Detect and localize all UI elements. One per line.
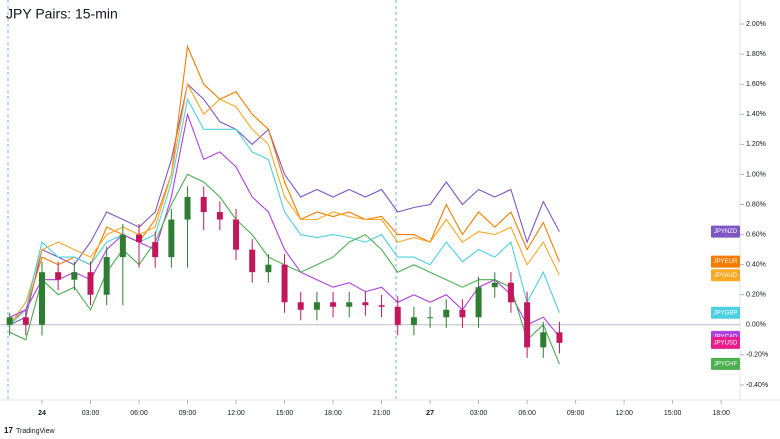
candle-body — [410, 317, 417, 325]
x-tick-label: 12:00 — [615, 410, 633, 417]
series-badge — [711, 225, 740, 238]
candle-body — [22, 317, 29, 325]
x-tick-label: 06:00 — [130, 410, 148, 417]
candle-body — [297, 302, 304, 310]
y-tick-label: 1.20% — [746, 141, 766, 148]
y-tick-label: 0.20% — [746, 292, 766, 299]
candle-body — [71, 272, 78, 280]
x-tick-label: 09:00 — [179, 410, 197, 417]
x-tick-label: 09:00 — [567, 410, 585, 417]
candle-body — [136, 234, 143, 243]
candle-body — [459, 309, 466, 318]
series-line — [9, 83, 560, 326]
y-tick-label: 0.40% — [746, 262, 766, 269]
candle-body — [427, 317, 434, 319]
y-tick-label: 2.00% — [746, 21, 766, 28]
candle-body — [87, 272, 94, 295]
x-tick-label: 03:00 — [470, 410, 488, 417]
candle-body — [443, 309, 450, 318]
candle-body — [346, 302, 353, 307]
series-badge — [711, 306, 740, 319]
x-tick-label: 03:00 — [82, 410, 100, 417]
candle-body — [540, 332, 547, 348]
x-tick-label: 21:00 — [373, 410, 391, 417]
x-tick-label: 06:00 — [518, 410, 536, 417]
series-badge — [711, 255, 740, 268]
y-tick-label: 1.80% — [746, 51, 766, 58]
candle-body — [233, 219, 240, 250]
candle-body — [394, 306, 401, 325]
candle-body — [524, 302, 531, 348]
chart-title: JPY Pairs: 15-min — [6, 6, 118, 22]
candle-body — [168, 219, 175, 258]
series-badge-label: JPYAUD — [714, 273, 738, 279]
series-line — [9, 82, 560, 326]
y-tick-label: 0.00% — [746, 322, 766, 329]
y-tick-label: 0.80% — [746, 201, 766, 208]
x-tick-label: 15:00 — [276, 410, 294, 417]
candle-body — [6, 317, 13, 325]
candle-body — [362, 302, 369, 306]
series-badge — [711, 269, 740, 282]
candle-body — [103, 257, 110, 295]
y-tick-label: 1.60% — [746, 81, 766, 88]
candle-body — [556, 332, 563, 343]
y-tick-label: 1.00% — [746, 171, 766, 178]
candle-body — [119, 234, 126, 258]
x-tick-label: 24 — [38, 410, 46, 417]
candle-body — [281, 264, 288, 303]
candle-body — [184, 196, 191, 220]
series-badge-label: JPYEUR — [714, 259, 738, 265]
series-line — [9, 112, 560, 338]
y-tick-label: -0.40% — [746, 382, 768, 389]
series-badge-label: JPYUSD — [714, 340, 738, 346]
candle-body — [330, 302, 337, 307]
series-line — [9, 44, 560, 323]
x-tick-label: 12:00 — [227, 410, 245, 417]
candle-body — [249, 249, 256, 273]
y-tick-label: -0.20% — [746, 352, 768, 359]
candle-body — [55, 272, 62, 280]
x-tick-label: 15:00 — [664, 410, 682, 417]
candle-body — [152, 242, 159, 258]
footer: TradingView — [16, 428, 55, 435]
candle-body — [216, 212, 223, 220]
x-tick-label: 18:00 — [324, 410, 342, 417]
candle-body — [378, 305, 385, 307]
series-badge-label: JPYNZD — [714, 229, 738, 235]
candle-body — [200, 196, 207, 213]
x-tick-label: 27 — [426, 410, 434, 417]
candle-body — [39, 272, 45, 325]
x-tick-label: 18:00 — [712, 410, 730, 417]
series-badge — [711, 336, 740, 349]
series-line — [9, 97, 560, 326]
candle-body — [491, 282, 498, 288]
y-tick-label: 0.60% — [746, 231, 766, 238]
logo: 17 — [4, 426, 13, 435]
series-badge — [711, 357, 740, 370]
candle-body — [265, 264, 272, 273]
y-tick-label: 1.40% — [746, 111, 766, 118]
series-badge-label: JPYCHF — [714, 361, 738, 367]
candle-body — [507, 282, 514, 303]
candle-body — [475, 287, 482, 318]
candle-body — [313, 302, 320, 310]
series-badge-label: JPYGBP — [714, 310, 738, 316]
